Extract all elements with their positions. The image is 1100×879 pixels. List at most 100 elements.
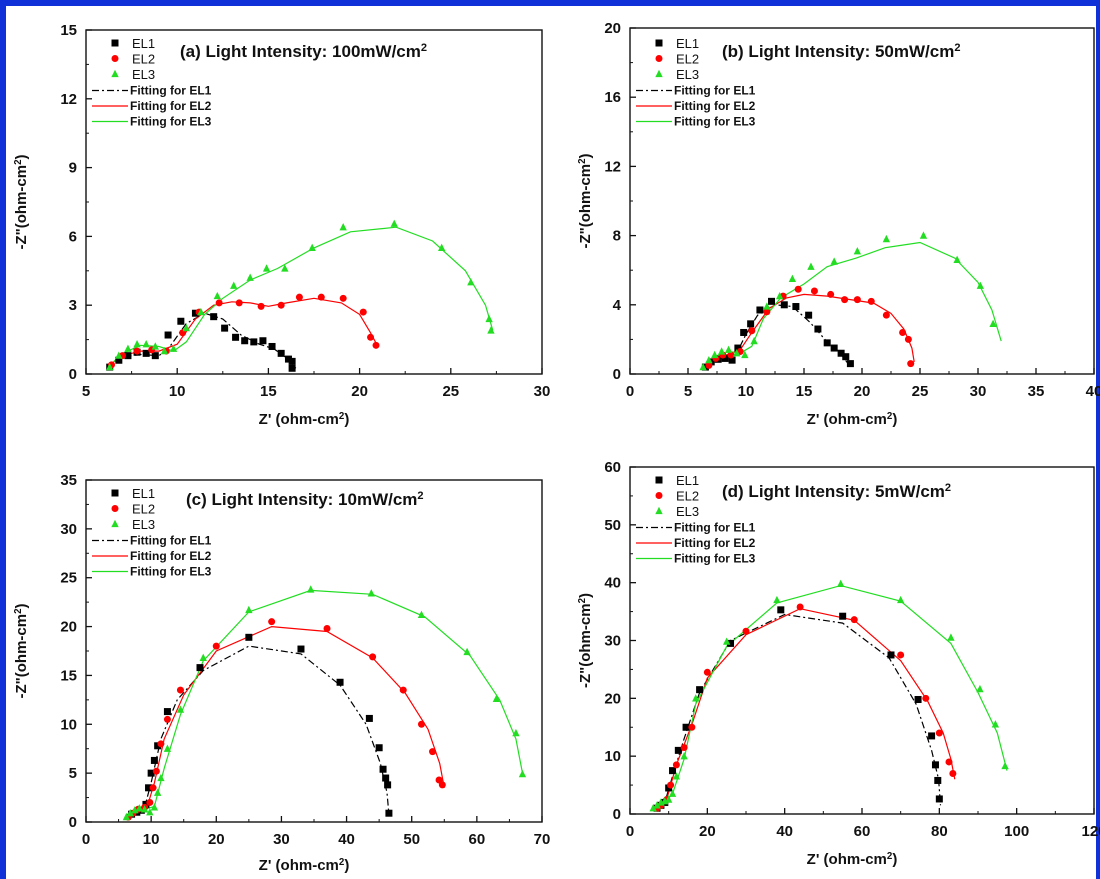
series-el2 [124, 618, 446, 821]
x-tick-label: 80 [931, 823, 948, 840]
y-tick-label: 40 [604, 575, 621, 592]
y-tick-label: 10 [604, 748, 621, 765]
y-tick-label: 0 [69, 366, 77, 383]
data-point [512, 728, 520, 737]
data-point [146, 808, 154, 816]
data-point [823, 339, 831, 347]
data-point [805, 311, 813, 319]
legend-label: Fitting for EL1 [130, 534, 212, 548]
legend-marker [111, 39, 119, 47]
data-point [896, 595, 905, 604]
y-tick-label: 12 [60, 91, 77, 108]
data-point [323, 625, 331, 633]
data-point [154, 742, 162, 750]
x-tick-label: 15 [260, 383, 277, 400]
data-point [904, 335, 912, 343]
data-point [841, 296, 849, 304]
chart-panel-2: 0 5 10 15 20 25 30 35 40 0 4 8 12 16 20 (b) Light Inten… [577, 20, 1100, 428]
data-point [199, 653, 207, 661]
chart-panel-1: 5 10 15 20 25 30 0 3 6 9 12 15 (a) Light Intensity: … [13, 22, 551, 428]
x-tick-label: 30 [273, 831, 290, 848]
data-point [492, 694, 501, 703]
data-point [230, 281, 238, 289]
legend-label: EL3 [132, 67, 155, 82]
data-point [417, 720, 425, 728]
data-point [672, 761, 680, 769]
data-point [126, 809, 134, 817]
y-axis-label: -Z"(ohm-cm2) [577, 593, 595, 688]
y-tick-label: 20 [604, 20, 621, 37]
legend-label: Fitting for EL1 [674, 521, 756, 535]
data-point [991, 720, 1000, 728]
data-point [680, 743, 688, 751]
data-point [399, 686, 407, 694]
data-point [703, 668, 711, 676]
data-point [830, 257, 838, 265]
x-tick-label: 60 [854, 823, 871, 840]
data-point [837, 579, 845, 587]
data-point [768, 297, 776, 305]
data-point [953, 255, 961, 263]
data-point [235, 299, 243, 307]
y-tick-label: 15 [60, 667, 77, 684]
x-tick-label: 10 [738, 383, 755, 400]
legend-label: EL2 [132, 502, 155, 517]
data-point [164, 331, 172, 339]
chart-title: (d) Light Intensity: 5mW/cm2 [722, 482, 951, 501]
data-point [384, 781, 392, 789]
legend-label: EL3 [132, 517, 155, 532]
legend-label: Fitting for EL1 [674, 84, 756, 98]
data-point [807, 262, 815, 270]
data-point [667, 781, 675, 789]
data-point [284, 355, 292, 363]
data-point [750, 336, 758, 345]
legend-label: EL2 [676, 52, 699, 67]
data-point [379, 765, 387, 773]
legend-label: EL1 [676, 473, 699, 488]
data-point [742, 627, 750, 635]
data-point [669, 767, 677, 775]
data-point [467, 278, 475, 286]
x-tick-label: 0 [626, 823, 634, 840]
x-tick-label: 10 [143, 831, 160, 848]
data-point [914, 695, 922, 703]
data-point [810, 287, 818, 295]
data-point [245, 605, 253, 614]
data-point [163, 708, 171, 716]
data-point [705, 361, 713, 369]
data-point [339, 223, 347, 231]
data-point [796, 603, 804, 611]
data-point [115, 356, 123, 364]
data-point [232, 333, 240, 341]
data-point [741, 350, 749, 359]
legend-label: Fitting for EL1 [130, 84, 212, 98]
data-point [438, 781, 446, 789]
data-point [717, 347, 726, 355]
data-point [945, 758, 953, 766]
data-point [485, 314, 493, 323]
legend-marker [655, 506, 663, 515]
y-tick-label: 35 [60, 472, 77, 489]
data-point [153, 788, 162, 796]
data-point [976, 684, 984, 693]
legend-label: Fitting for EL3 [130, 565, 212, 579]
y-tick-label: 16 [604, 89, 621, 106]
data-point [176, 705, 185, 713]
data-point [773, 595, 781, 604]
x-axis-label: Z' (ohm-cm2) [259, 857, 350, 875]
data-point [649, 804, 657, 812]
data-point [727, 351, 735, 359]
data-point [935, 729, 943, 737]
data-point [763, 308, 771, 316]
data-point [711, 350, 719, 359]
data-point [257, 302, 265, 310]
series-el1 [128, 633, 393, 818]
x-axis-label: Z' (ohm-cm2) [807, 851, 898, 869]
y-tick-label: 6 [69, 228, 77, 245]
data-point [339, 294, 347, 302]
series-line-fitting-for-el2 [127, 625, 445, 818]
data-point [317, 293, 325, 301]
data-point [157, 740, 165, 748]
